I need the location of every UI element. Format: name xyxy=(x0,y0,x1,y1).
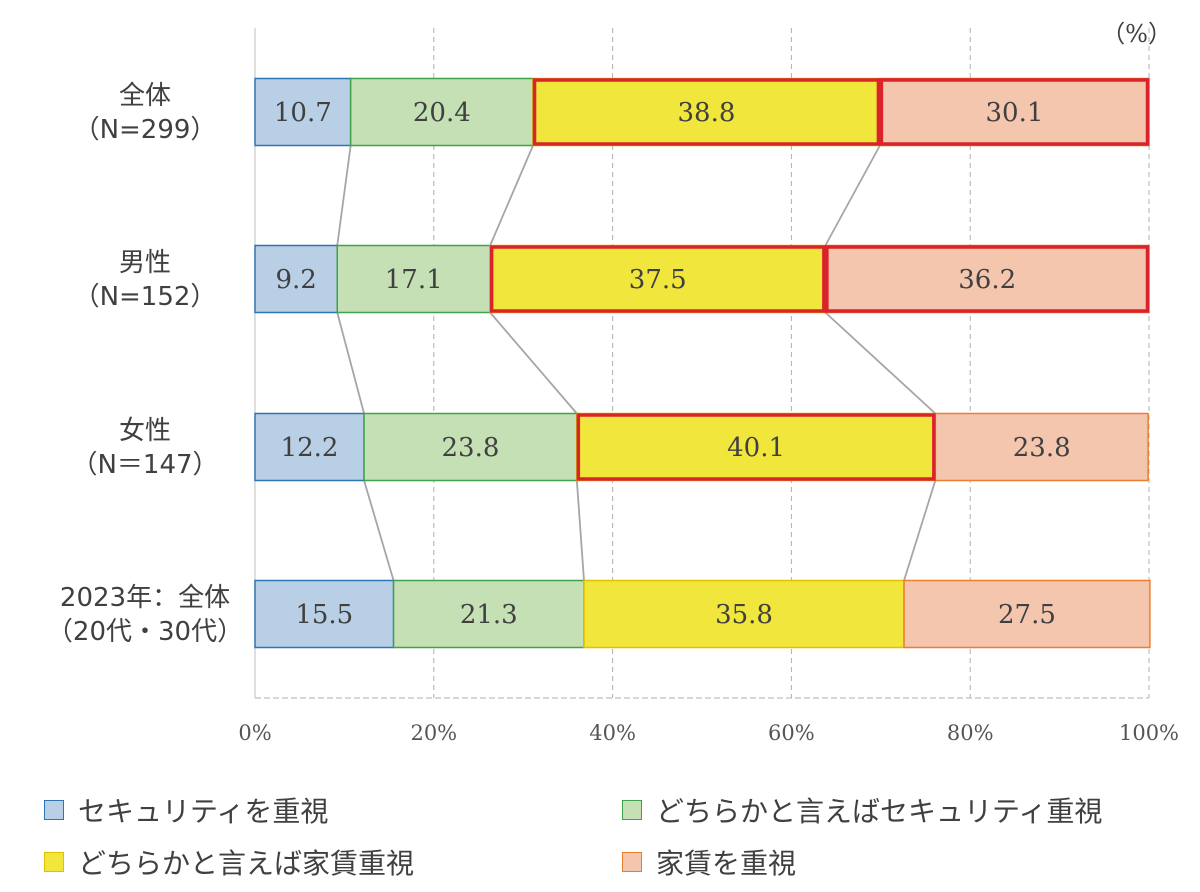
data-label: 12.2 xyxy=(281,433,339,463)
bar-segment xyxy=(336,244,491,314)
data-label: 10.7 xyxy=(274,98,332,128)
bar-segment xyxy=(254,412,365,482)
data-label: 35.8 xyxy=(715,600,773,630)
x-tick-label: 20% xyxy=(410,721,457,745)
data-label: 23.8 xyxy=(442,433,500,463)
x-tick-label: 80% xyxy=(947,721,994,745)
category-label: 女性 xyxy=(119,416,171,446)
bar-segment xyxy=(254,579,395,649)
category-label: （20代・30代） xyxy=(47,617,243,647)
legend-label-rather-rent: どちらかと言えば家賃重視 xyxy=(78,847,415,880)
category-label: （N=152） xyxy=(74,282,217,312)
series-connector-line xyxy=(824,145,881,246)
legend-label-rent: 家賃を重視 xyxy=(656,847,797,880)
data-label: 36.2 xyxy=(958,265,1016,295)
series-connector-line xyxy=(489,145,534,246)
series-connector-line xyxy=(903,480,937,581)
legend-item-rather-rent: どちらかと言えば家賃重視 xyxy=(44,842,414,882)
highlight-outline xyxy=(576,413,936,481)
category-label: 男性 xyxy=(119,248,171,278)
bar-segment xyxy=(392,579,585,649)
series-connector-line xyxy=(336,312,365,414)
x-tick-label: 60% xyxy=(768,721,815,745)
legend-item-rent: 家賃を重視 xyxy=(622,842,796,882)
legend-swatch-rent xyxy=(622,852,642,872)
highlight-outline xyxy=(879,78,1150,146)
legend-swatch-security xyxy=(44,800,64,820)
x-tick-label: 40% xyxy=(589,721,636,745)
bar-segment xyxy=(824,244,1150,314)
x-tick-label: 100% xyxy=(1119,721,1179,745)
data-label: 38.8 xyxy=(678,98,736,128)
bar-segment xyxy=(903,579,1151,649)
data-label: 23.8 xyxy=(1013,433,1071,463)
data-label: 27.5 xyxy=(998,600,1056,630)
data-label: 15.5 xyxy=(295,600,353,630)
data-label: 21.3 xyxy=(460,600,518,630)
bar-segment xyxy=(934,412,1149,482)
category-label: 全体 xyxy=(119,81,171,111)
series-connector-line xyxy=(575,480,585,581)
category-label: （N=299） xyxy=(74,115,217,145)
bar-segment xyxy=(583,579,905,649)
legend-item-security: セキュリティを重視 xyxy=(44,790,328,830)
x-tick-label: 0% xyxy=(238,721,271,745)
category-label: （N＝147） xyxy=(71,450,218,480)
series-connector-line xyxy=(489,311,578,415)
bar-segment xyxy=(576,412,937,482)
data-label: 30.1 xyxy=(986,98,1044,128)
bar-segment xyxy=(363,412,578,482)
bar-segment xyxy=(349,77,534,147)
category-label: 2023年：全体 xyxy=(60,583,230,613)
legend-swatch-rather-rent xyxy=(44,852,64,872)
data-label: 20.4 xyxy=(413,98,471,128)
bar-segment xyxy=(532,77,881,147)
series-connector-line xyxy=(363,480,395,581)
legend-label-security: セキュリティを重視 xyxy=(78,795,329,828)
series-connector-line xyxy=(824,311,936,415)
highlight-outline xyxy=(489,245,826,313)
series-connector-line xyxy=(336,145,352,246)
legend-label-rather-security: どちらかと言えばセキュリティ重視 xyxy=(656,795,1103,828)
highlight-outline xyxy=(825,245,1150,313)
data-label: 37.5 xyxy=(629,265,687,295)
data-label: 9.2 xyxy=(275,265,316,295)
data-label: 17.1 xyxy=(385,265,443,295)
unit-label: （%） xyxy=(1101,20,1172,48)
highlight-outline xyxy=(532,78,881,146)
legend-swatch-rather-security xyxy=(622,800,642,820)
legend-item-rather-security: どちらかと言えばセキュリティ重視 xyxy=(622,790,1102,830)
data-label: 40.1 xyxy=(727,433,785,463)
